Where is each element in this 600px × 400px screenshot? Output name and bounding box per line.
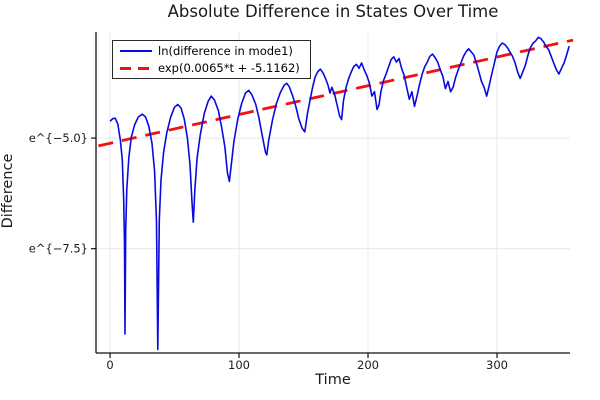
x-tick-label: 200 — [357, 358, 379, 372]
fit-line — [98, 38, 574, 148]
y-tick-label: e^{−7.5} — [29, 242, 88, 256]
y-axis-label: Difference — [0, 153, 16, 229]
x-tick-label: 0 — [106, 358, 113, 372]
x-tick-label: 100 — [228, 358, 250, 372]
x-tick-label: 300 — [486, 358, 508, 372]
fit-line-sample-icon — [120, 66, 152, 70]
legend: ln(difference in mode1) exp(0.0065*t + -… — [112, 40, 311, 79]
legend-label-fit: exp(0.0065*t + -5.1162) — [158, 61, 300, 75]
x-axis-label: Time — [315, 372, 351, 388]
series-line-sample-icon — [120, 50, 152, 52]
legend-entry-fit: exp(0.0065*t + -5.1162) — [120, 61, 304, 75]
y-tick-label: e^{−5.0} — [29, 131, 88, 145]
legend-label-series: ln(difference in mode1) — [158, 44, 293, 58]
series-line — [109, 36, 570, 351]
legend-entry-series: ln(difference in mode1) — [120, 44, 304, 58]
chart-title: Absolute Difference in States Over Time — [167, 2, 499, 21]
